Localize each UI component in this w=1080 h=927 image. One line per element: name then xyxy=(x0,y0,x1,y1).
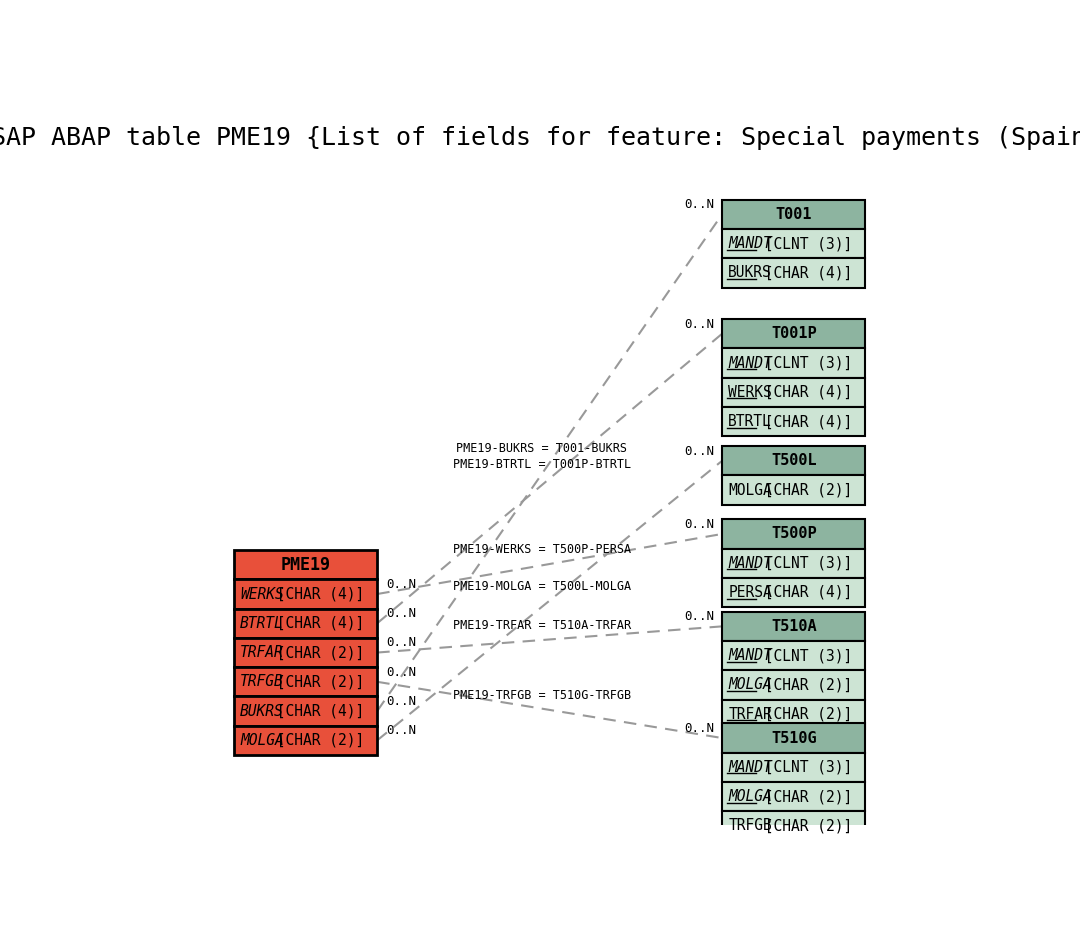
Bar xyxy=(233,696,377,726)
Text: TRFAR: TRFAR xyxy=(728,706,772,721)
Text: [CLNT (3)]: [CLNT (3)] xyxy=(756,760,852,775)
Text: 0..N: 0..N xyxy=(685,198,714,211)
Text: 0..N: 0..N xyxy=(387,637,417,650)
Text: MOLGA: MOLGA xyxy=(728,678,772,692)
Text: [CHAR (2)]: [CHAR (2)] xyxy=(268,733,364,748)
Text: T500L: T500L xyxy=(771,453,816,468)
Text: PME19: PME19 xyxy=(281,556,330,574)
Text: PME19-BUKRS = T001-BUKRS: PME19-BUKRS = T001-BUKRS xyxy=(457,442,627,455)
Text: 0..N: 0..N xyxy=(387,607,417,620)
Text: PERSA: PERSA xyxy=(728,585,772,600)
Bar xyxy=(233,638,377,667)
Bar xyxy=(723,476,865,504)
Text: BTRTL: BTRTL xyxy=(728,414,772,429)
Text: [CHAR (4)]: [CHAR (4)] xyxy=(756,385,852,400)
Text: [CHAR (4)]: [CHAR (4)] xyxy=(268,704,364,718)
Text: 0..N: 0..N xyxy=(685,445,714,458)
Bar xyxy=(723,319,865,349)
Bar xyxy=(233,579,377,609)
Text: SAP ABAP table PME19 {List of fields for feature: Special payments (Spain)}: SAP ABAP table PME19 {List of fields for… xyxy=(0,126,1080,150)
Bar xyxy=(723,407,865,437)
Text: 0..N: 0..N xyxy=(685,318,714,331)
Text: [CHAR (2)]: [CHAR (2)] xyxy=(756,678,852,692)
Text: T001: T001 xyxy=(775,207,812,222)
Bar xyxy=(723,349,865,377)
Text: 0..N: 0..N xyxy=(387,695,417,708)
Bar xyxy=(723,781,865,811)
Text: WERKS: WERKS xyxy=(728,385,772,400)
Text: T510A: T510A xyxy=(771,619,816,634)
Text: BTRTL: BTRTL xyxy=(240,616,284,630)
Text: [CHAR (4)]: [CHAR (4)] xyxy=(756,414,852,429)
Bar xyxy=(723,229,865,259)
Text: MANDT: MANDT xyxy=(728,760,772,775)
Text: 0..N: 0..N xyxy=(685,518,714,531)
Text: MANDT: MANDT xyxy=(728,648,772,663)
Bar xyxy=(723,700,865,729)
Text: [CHAR (4)]: [CHAR (4)] xyxy=(268,587,364,602)
Text: [CHAR (4)]: [CHAR (4)] xyxy=(756,265,852,281)
Text: WERKS: WERKS xyxy=(240,587,284,602)
Text: BUKRS: BUKRS xyxy=(240,704,284,718)
Bar xyxy=(723,811,865,841)
Text: [CLNT (3)]: [CLNT (3)] xyxy=(756,648,852,663)
Bar xyxy=(723,753,865,781)
Text: 0..N: 0..N xyxy=(387,666,417,679)
Text: [CHAR (2)]: [CHAR (2)] xyxy=(756,483,852,498)
Text: TRFGB: TRFGB xyxy=(240,674,284,690)
Text: [CHAR (2)]: [CHAR (2)] xyxy=(756,789,852,804)
Bar xyxy=(723,723,865,753)
Bar xyxy=(233,667,377,696)
Text: T500P: T500P xyxy=(771,527,816,541)
Bar xyxy=(723,612,865,641)
Text: 0..N: 0..N xyxy=(685,722,714,735)
Text: [CHAR (4)]: [CHAR (4)] xyxy=(756,585,852,600)
Text: T510G: T510G xyxy=(771,730,816,745)
Bar xyxy=(723,200,865,229)
Text: [CLNT (3)]: [CLNT (3)] xyxy=(756,356,852,371)
Text: PME19-TRFAR = T510A-TRFAR: PME19-TRFAR = T510A-TRFAR xyxy=(453,618,631,632)
Text: [CLNT (3)]: [CLNT (3)] xyxy=(756,555,852,571)
Bar xyxy=(233,609,377,638)
Bar xyxy=(723,377,865,407)
Text: [CHAR (2)]: [CHAR (2)] xyxy=(268,645,364,660)
Text: MANDT: MANDT xyxy=(728,356,772,371)
Text: T001P: T001P xyxy=(771,326,816,341)
Text: [CHAR (4)]: [CHAR (4)] xyxy=(268,616,364,630)
Text: MOLGA: MOLGA xyxy=(240,733,284,748)
Text: PME19-WERKS = T500P-PERSA: PME19-WERKS = T500P-PERSA xyxy=(453,543,631,556)
Text: PME19-TRFGB = T510G-TRFGB: PME19-TRFGB = T510G-TRFGB xyxy=(453,689,631,703)
Text: MOLGA: MOLGA xyxy=(728,483,772,498)
Bar xyxy=(233,726,377,755)
Text: MOLGA: MOLGA xyxy=(728,789,772,804)
Text: MANDT: MANDT xyxy=(728,555,772,571)
Text: [CHAR (2)]: [CHAR (2)] xyxy=(756,819,852,833)
Bar xyxy=(723,519,865,549)
Text: TRFAR: TRFAR xyxy=(240,645,284,660)
Text: [CLNT (3)]: [CLNT (3)] xyxy=(756,236,852,251)
Text: TRFGB: TRFGB xyxy=(728,819,772,833)
Bar xyxy=(723,641,865,670)
Bar xyxy=(723,259,865,287)
Text: 0..N: 0..N xyxy=(387,578,417,590)
Bar xyxy=(233,550,377,579)
Bar xyxy=(723,549,865,578)
Text: 0..N: 0..N xyxy=(685,610,714,623)
Text: MANDT: MANDT xyxy=(728,236,772,251)
Text: 0..N: 0..N xyxy=(387,724,417,737)
Text: [CHAR (2)]: [CHAR (2)] xyxy=(756,706,852,721)
Text: [CHAR (2)]: [CHAR (2)] xyxy=(268,674,364,690)
Text: PME19-BTRTL = T001P-BTRTL: PME19-BTRTL = T001P-BTRTL xyxy=(453,458,631,471)
Text: BUKRS: BUKRS xyxy=(728,265,772,281)
Bar xyxy=(723,578,865,607)
Text: PME19-MOLGA = T500L-MOLGA: PME19-MOLGA = T500L-MOLGA xyxy=(453,580,631,593)
Bar xyxy=(723,670,865,700)
Bar xyxy=(723,446,865,476)
